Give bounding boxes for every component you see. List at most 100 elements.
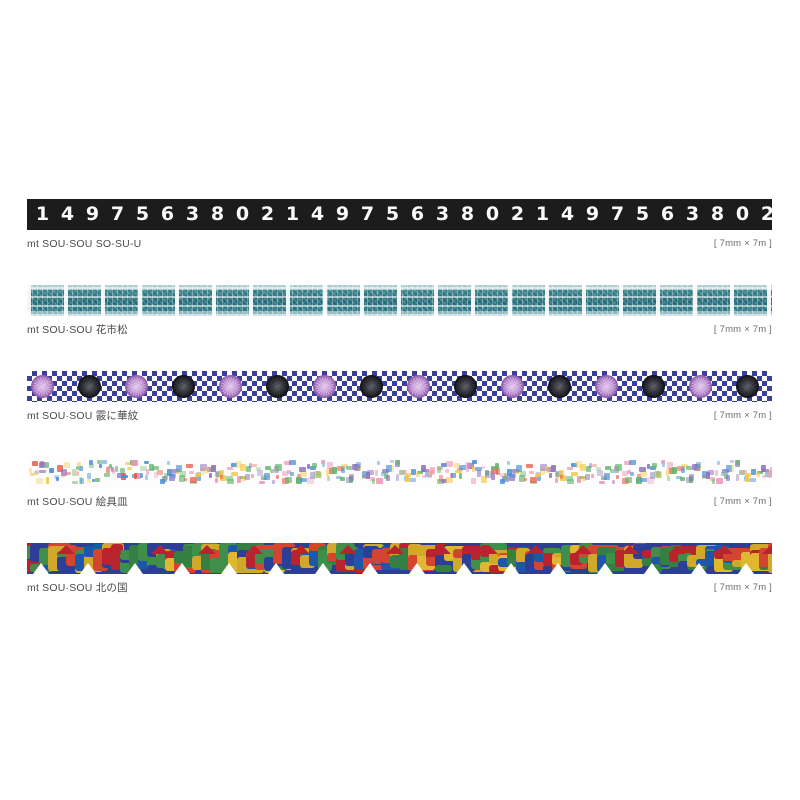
palette-square — [559, 470, 564, 475]
palette-square — [730, 460, 734, 463]
palette-square — [721, 472, 725, 476]
palette-square — [612, 480, 615, 484]
palette-square — [272, 480, 275, 484]
product-label: mt SOU·SOU 花市松 — [27, 324, 128, 336]
palette-square — [409, 478, 416, 482]
product-size: [ 7mm × 7m ] — [713, 582, 772, 593]
palette-square — [246, 466, 251, 472]
palette-square — [661, 460, 665, 464]
numeral-glyph: 6 — [410, 203, 425, 225]
palette-square — [625, 477, 632, 483]
palette-square — [195, 473, 201, 477]
palette-square — [624, 461, 631, 465]
palette-square — [650, 466, 656, 470]
rosette-motif — [360, 375, 383, 398]
palette-square — [640, 471, 647, 477]
palette-square — [676, 476, 682, 479]
palette-square — [555, 478, 558, 483]
palette-square — [140, 466, 147, 471]
palette-square — [61, 469, 67, 476]
palette-square — [726, 465, 732, 472]
palette-square — [240, 464, 246, 471]
product-row-so-su-u: 14975638021497563802149756380214 mt SOU·… — [27, 199, 772, 253]
palette-square — [575, 461, 582, 468]
palette-square — [736, 474, 739, 481]
house-peak-icon — [198, 545, 216, 554]
palette-square — [220, 475, 226, 481]
palette-square — [300, 478, 307, 482]
palette-square — [560, 474, 563, 479]
rosette-motif — [219, 375, 242, 398]
landscape-block — [669, 552, 681, 562]
numeral-glyph: 5 — [385, 203, 400, 225]
house-peak-icon — [57, 545, 75, 554]
palette-square — [500, 473, 506, 477]
rosette-motif — [266, 375, 289, 398]
palette-square — [264, 473, 270, 480]
house-roof-icon — [456, 563, 472, 574]
palette-square — [512, 469, 519, 473]
palette-square — [571, 472, 578, 476]
house-roof-icon — [644, 563, 660, 574]
house-roof-icon — [127, 563, 143, 574]
palette-square — [89, 464, 94, 468]
palette-square — [290, 472, 294, 476]
palette-square — [97, 460, 101, 464]
landscape-block — [147, 565, 163, 573]
product-size: [ 7mm × 7m ] — [713, 410, 772, 421]
palette-square — [401, 470, 407, 474]
palette-square — [209, 473, 212, 478]
palette-square — [36, 478, 43, 484]
palette-square — [706, 472, 710, 479]
palette-square — [712, 479, 715, 484]
palette-square — [197, 476, 201, 481]
palette-square — [386, 465, 392, 472]
palette-square — [327, 476, 330, 481]
product-row-hana-ichimatsu: mt SOU·SOU 花市松 [ 7mm × 7m ] — [27, 285, 772, 339]
house-roof-icon — [503, 563, 519, 574]
rosette-motif — [454, 375, 477, 398]
palette-square — [689, 474, 694, 481]
palette-square — [341, 464, 348, 468]
palette-square — [589, 463, 592, 468]
palette-square — [726, 475, 730, 481]
palette-square — [465, 462, 471, 467]
rosette-motif — [736, 375, 759, 398]
palette-square — [172, 469, 179, 473]
palette-square — [731, 465, 734, 472]
palette-square — [386, 475, 390, 481]
palette-square — [610, 469, 614, 473]
numeral-glyph: 9 — [585, 203, 600, 225]
palette-square — [72, 481, 78, 484]
palette-square — [547, 467, 553, 472]
palette-square — [337, 466, 344, 471]
palette-square — [252, 464, 257, 467]
palette-square — [537, 476, 541, 481]
palette-square — [235, 461, 242, 468]
palette-square — [381, 472, 385, 476]
rosette-motif — [689, 375, 712, 398]
palette-square — [390, 460, 394, 463]
house-peak-icon — [151, 545, 169, 554]
palette-square — [707, 470, 714, 475]
caption-kita-no-kuni: mt SOU·SOU 北の国 [ 7mm × 7m ] — [27, 579, 772, 597]
palette-square — [656, 472, 662, 478]
palette-square — [57, 465, 63, 472]
house-peak-icon — [339, 545, 357, 554]
palette-square — [421, 465, 426, 472]
rosette-motif — [31, 375, 54, 398]
tape-swatch-so-su-u: 14975638021497563802149756380214 — [27, 199, 772, 230]
palette-square — [200, 464, 207, 471]
palette-square — [459, 473, 462, 479]
house-peak-icon — [527, 545, 545, 554]
palette-square — [346, 466, 352, 470]
palette-square — [422, 475, 426, 478]
palette-square — [396, 460, 400, 465]
palette-square — [745, 475, 749, 482]
product-row-arare-ni-kamon: mt SOU·SOU 霰に華紋 [ 7mm × 7m ] — [27, 371, 772, 425]
palette-square — [92, 479, 95, 482]
palette-square — [741, 470, 747, 474]
palette-square — [599, 481, 605, 484]
palette-square — [686, 477, 691, 483]
rosette-motif — [407, 375, 430, 398]
